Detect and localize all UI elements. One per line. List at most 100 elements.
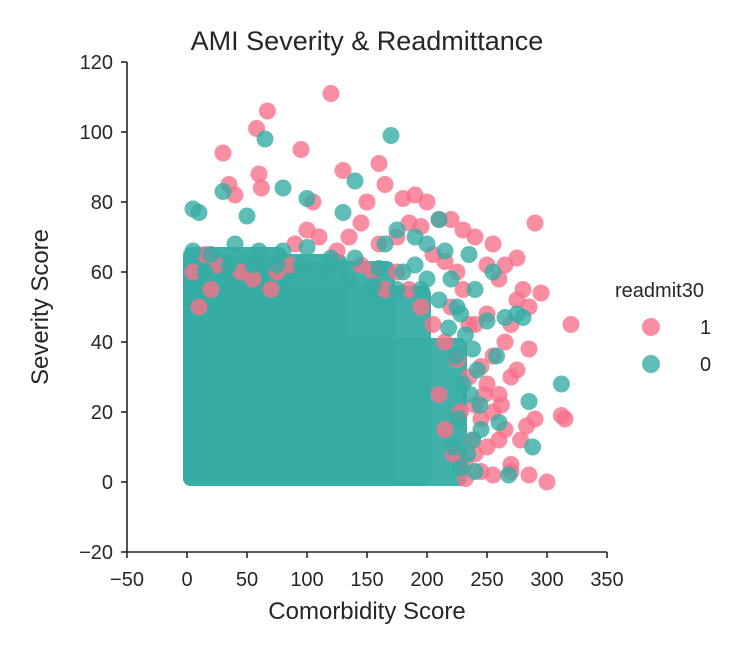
- scatter-point-series-1: [418, 193, 436, 211]
- scatter-point-series-0: [202, 246, 220, 263]
- scatter-point-series-0: [334, 204, 352, 221]
- scatter-point-series-0: [552, 375, 570, 393]
- scatter-point-series-0: [449, 410, 467, 428]
- scatter-point-series-0: [471, 396, 489, 414]
- scatter-point-series-1: [322, 85, 340, 102]
- scatter-point-series-0: [500, 466, 518, 484]
- scatter-point-series-0: [436, 242, 454, 260]
- scatter-point-series-0: [388, 281, 406, 298]
- x-tick-label: 300: [530, 569, 563, 591]
- scatter-point-series-0: [448, 298, 466, 316]
- y-tick-label: 100: [80, 122, 113, 144]
- legend-marker-0: [642, 355, 660, 373]
- scatter-point-series-0: [322, 249, 340, 267]
- scatter-point-series-1: [508, 249, 526, 267]
- scatter-point-series-1: [400, 281, 418, 298]
- scatter-point-series-0: [490, 414, 508, 431]
- scatter-point-series-0: [464, 340, 482, 358]
- y-tick-label: 40: [91, 332, 113, 354]
- y-tick-label: 80: [91, 192, 113, 214]
- x-tick-label: 0: [181, 569, 192, 591]
- scatter-point-series-0: [460, 246, 478, 263]
- scatter-point-series-0: [478, 312, 496, 330]
- scatter-point-series-0: [418, 235, 436, 253]
- scatter-point-series-0: [238, 207, 256, 225]
- scatter-point-series-0: [364, 277, 382, 295]
- legend-label-1: 1: [700, 317, 711, 339]
- x-tick-label: 350: [590, 569, 623, 591]
- scatter-point-series-0: [524, 438, 542, 456]
- scatter-point-series-0: [376, 235, 394, 253]
- scatter-point-series-1: [562, 316, 580, 333]
- scatter-point-series-0: [447, 347, 465, 365]
- scatter-point-series-1: [520, 340, 538, 358]
- chart-title: AMI Severity & Readmittance: [191, 26, 544, 56]
- scatter-point-series-1: [376, 176, 394, 193]
- scatter-point-series-0: [418, 270, 436, 288]
- legend-title: readmit30: [615, 280, 704, 302]
- x-tick-label: 50: [236, 569, 258, 591]
- scatter-point-series-0: [520, 393, 538, 410]
- scatter-point-series-0: [292, 256, 310, 274]
- scatter-point-series-0: [496, 309, 514, 326]
- scatter-point-series-1: [518, 417, 536, 435]
- y-axis-label: Severity Score: [27, 229, 54, 385]
- scatter-point-series-1: [532, 284, 550, 302]
- scatter-point-series-0: [388, 221, 406, 239]
- scatter-point-series-1: [358, 193, 376, 211]
- scatter-point-series-0: [226, 235, 244, 253]
- scatter-point-series-1: [526, 214, 544, 232]
- scatter-point-series-1: [190, 298, 208, 316]
- scatter-point-series-1: [466, 228, 484, 246]
- scatter-point-series-1: [496, 333, 514, 351]
- scatter-point-series-1: [436, 421, 454, 438]
- y-tick-label: 120: [80, 52, 113, 74]
- x-tick-label: −50: [110, 569, 144, 591]
- scatter-point-series-0: [250, 242, 268, 260]
- y-tick-label: −20: [79, 542, 113, 564]
- scatter-point-series-0: [468, 361, 486, 379]
- x-tick-label: 200: [410, 569, 443, 591]
- x-tick-label: 250: [470, 569, 503, 591]
- scatter-point-series-0: [220, 256, 238, 274]
- scatter-point-series-0: [464, 431, 482, 449]
- scatter-point-series-0: [274, 179, 292, 197]
- scatter-point-series-0: [454, 375, 472, 393]
- dense-point-cloud: [183, 247, 467, 486]
- scatter-point-series-1: [352, 214, 370, 232]
- scatter-point-series-0: [484, 263, 502, 281]
- scatter-point-series-1: [492, 396, 510, 414]
- scatter-point-series-0: [444, 438, 462, 456]
- legend-marker-1: [642, 318, 660, 336]
- scatter-point-series-0: [196, 263, 214, 281]
- scatter-point-series-1: [412, 298, 430, 316]
- y-tick-label: 60: [91, 262, 113, 284]
- scatter-point-series-1: [436, 333, 454, 351]
- scatter-point-series-1: [424, 316, 442, 333]
- scatter-point-series-0: [456, 326, 474, 344]
- scatter-point-series-1: [334, 162, 352, 179]
- scatter-point-series-1: [340, 228, 358, 246]
- x-tick-label: 150: [350, 569, 383, 591]
- legend: readmit30 1 0: [615, 280, 711, 376]
- scatter-point-series-1: [552, 407, 570, 424]
- scatter-point-series-0: [459, 445, 477, 463]
- scatter-point-series-0: [274, 242, 292, 260]
- scatter-point-series-1: [202, 281, 220, 298]
- scatter-point-series-0: [406, 256, 424, 274]
- scatter-point-series-1: [484, 466, 502, 484]
- scatter-point-series-1: [502, 368, 520, 386]
- legend-label-0: 0: [700, 354, 711, 376]
- scatter-point-series-1: [262, 281, 280, 298]
- scatter-point-series-0: [268, 256, 286, 274]
- scatter-point-series-1: [370, 155, 388, 172]
- scatter-point-series-1: [538, 473, 556, 491]
- scatter-point-series-1: [258, 102, 276, 120]
- scatter-point-series-0: [452, 459, 470, 477]
- scatter-point-series-1: [252, 179, 270, 197]
- scatter-point-series-0: [256, 130, 274, 148]
- scatter-point-series-0: [440, 319, 458, 337]
- scatter-point-series-0: [442, 270, 460, 288]
- scatter-point-series-1: [454, 281, 472, 298]
